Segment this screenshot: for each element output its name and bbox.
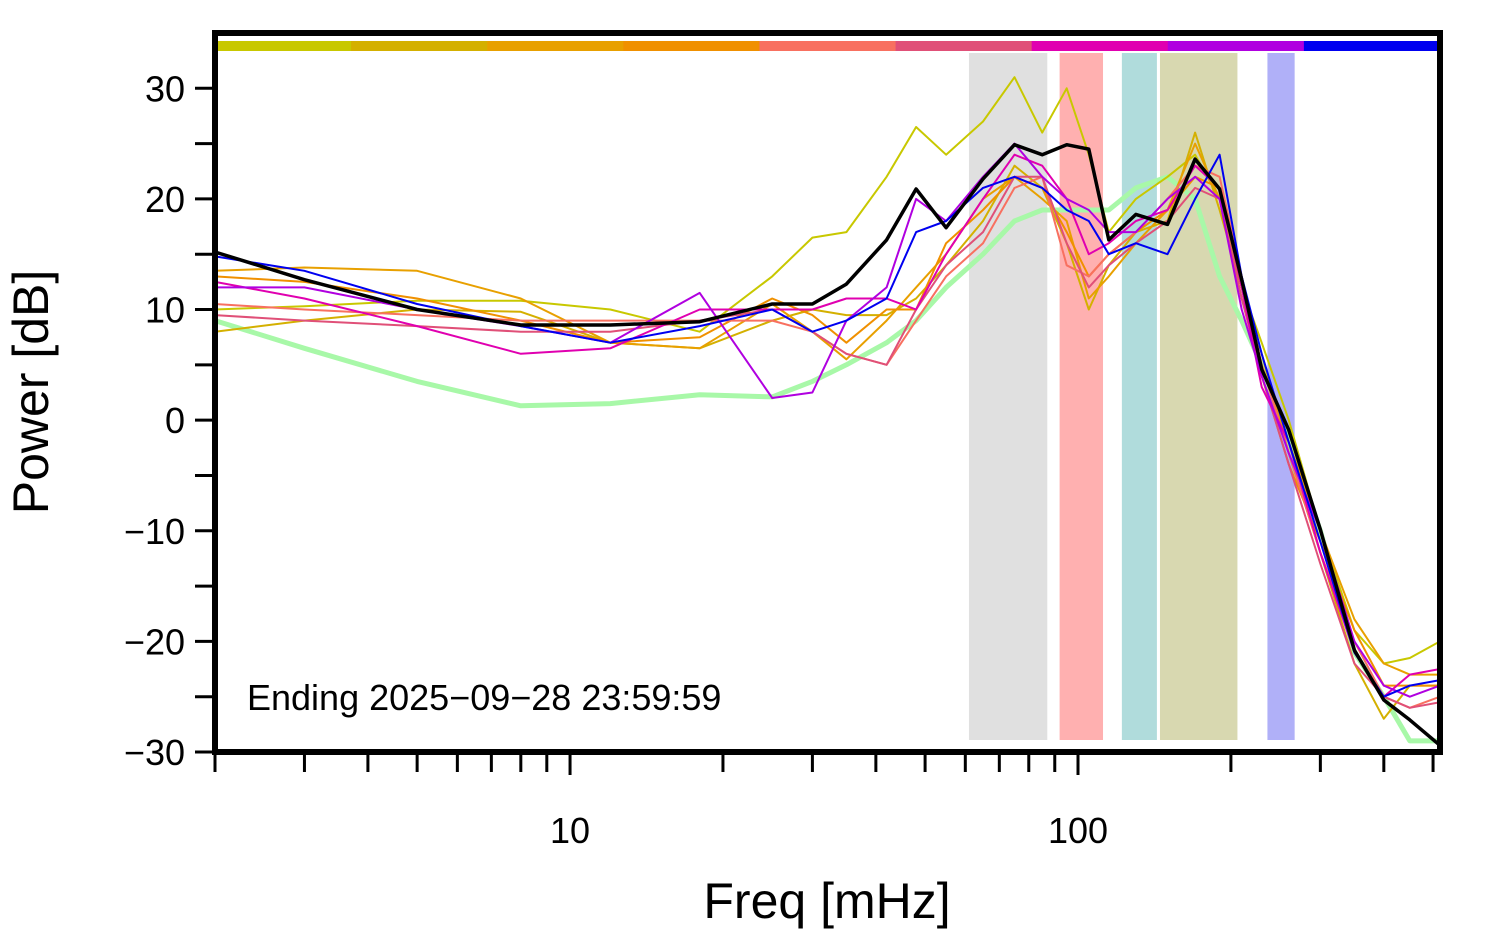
series-line [215,142,1440,747]
y-tick-label: 20 [145,179,185,220]
x-tick-label: 10 [550,810,590,851]
y-axis-title: Power [dB] [3,270,59,515]
color-bar-segment [895,41,1033,51]
series-line [215,153,1440,698]
x-tick-label: 100 [1048,810,1108,851]
band [1059,53,1104,740]
color-bar-segment [215,41,352,51]
color-bar-segment [1167,41,1305,51]
series-line [215,131,1440,720]
x-axis-title: Freq [mHz] [703,873,950,929]
color-bar-segment [1303,41,1441,51]
series-line [215,175,1440,687]
color-bar-segment [351,41,488,51]
y-tick-label: 10 [145,290,185,331]
band [1159,53,1238,740]
y-tick-label: −30 [124,732,185,773]
color-bar-segment [759,41,897,51]
y-tick-label: −20 [124,621,185,662]
series-line [215,174,1440,744]
series-line [215,142,1440,676]
series-line [215,76,1440,665]
y-tick-label: −10 [124,511,185,552]
series-line [215,142,1440,698]
plot-frame [212,30,1443,755]
y-tick-label: 30 [145,68,185,109]
y-tick-label: 0 [165,400,185,441]
band [1121,53,1157,740]
annotation: Ending 2025−09−28 23:59:59 [247,677,721,718]
color-bar-segment [487,41,624,51]
color-bar-segment [1031,41,1169,51]
series-line [215,164,1440,709]
bands [215,41,1441,740]
series-line [215,175,1440,709]
lines [215,76,1440,747]
color-bar-segment [623,41,760,51]
band [968,53,1048,740]
